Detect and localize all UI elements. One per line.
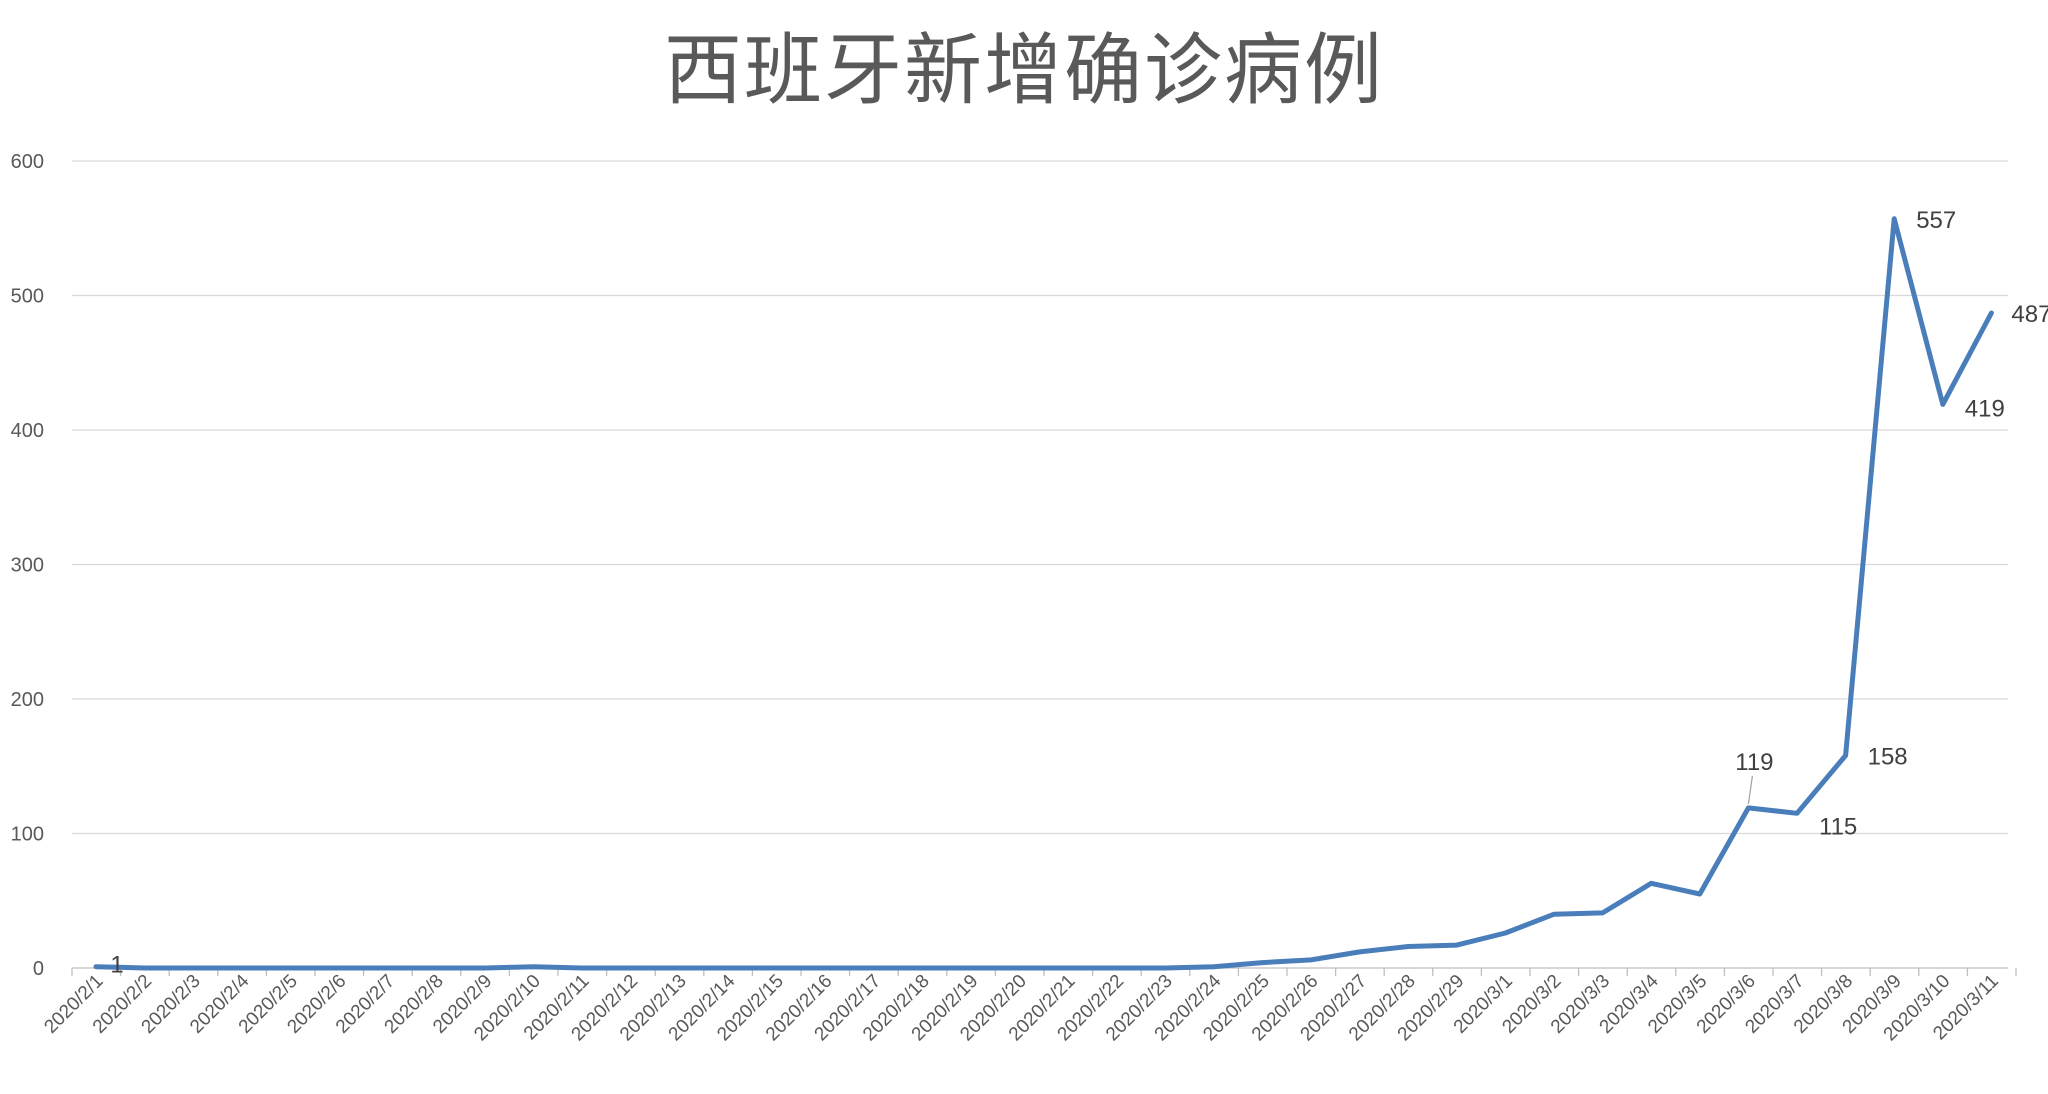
data-label: 419 [1965,395,2005,422]
y-tick-label: 200 [11,689,44,711]
x-axis-ticks: 2020/2/12020/2/22020/2/32020/2/42020/2/5… [40,970,2003,1045]
y-tick-label: 300 [11,555,44,577]
y-tick-label: 100 [11,824,44,846]
data-label: 1 [110,952,123,979]
data-label: 119 [1735,749,1773,776]
y-tick-label: 500 [11,286,44,308]
data-label: 158 [1868,743,1908,770]
y-tick-label: 0 [33,958,44,980]
series-line [93,216,1994,971]
data-label: 115 [1819,813,1857,840]
data-label-leader [1747,775,1754,805]
y-axis-ticks: 0 100 200 300 400 500 600 [11,151,44,980]
y-tick-label: 400 [11,420,44,442]
y-tick-label: 600 [11,151,44,173]
chart-title: 西班牙新增确诊病例 [663,26,1384,116]
series [93,216,1994,971]
data-label: 487 [2011,301,2048,328]
data-labels: 1 119 115 158 557 419 487 [110,207,2048,979]
data-label: 557 [1916,207,1956,234]
gridlines [72,160,2008,835]
